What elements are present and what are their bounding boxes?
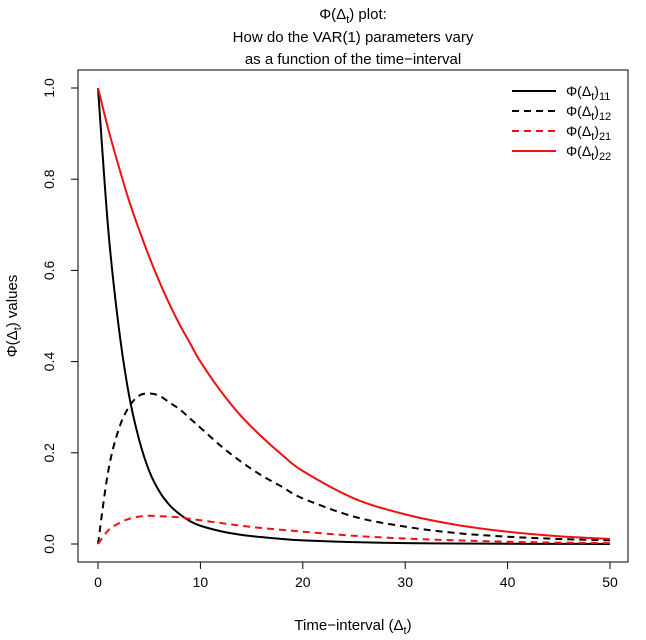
- x-tick-label: 50: [602, 574, 618, 590]
- legend: Φ(Δt)11Φ(Δt)12Φ(Δt)21Φ(Δt)22: [512, 83, 611, 163]
- y-axis: 0.0 0.2 0.4 0.6 0.8 1.0: [41, 78, 78, 554]
- axis-labels: Time−interval (Δt) Φ(Δt) values: [4, 275, 412, 637]
- y-axis-label: Φ(Δt) values: [4, 275, 24, 358]
- plot-frame: [77, 69, 629, 563]
- series-line-1: [97, 87, 611, 545]
- x-tick-label: 10: [193, 574, 209, 590]
- legend-label-3: Φ(Δt)21: [566, 123, 611, 143]
- y-tick-label: 0.6: [41, 260, 57, 280]
- x-tick-label: 40: [500, 574, 516, 590]
- x-tick-label: 30: [397, 574, 413, 590]
- y-tick-label: 0.0: [41, 534, 57, 554]
- series-line-4: [97, 87, 611, 540]
- x-tick-label: 0: [94, 574, 102, 590]
- y-tick-label: 0.8: [41, 169, 57, 189]
- legend-label-4: Φ(Δt)22: [566, 143, 611, 163]
- x-axis-label: Time−interval (Δt): [294, 617, 411, 637]
- y-tick-label: 0.4: [41, 352, 57, 372]
- y-tick-label: 1.0: [41, 78, 57, 98]
- chart-title-line-1: Φ(Δt) plot:: [319, 6, 387, 26]
- series-line-2: [97, 392, 611, 545]
- y-tick-label: 0.2: [41, 443, 57, 463]
- legend-label-1: Φ(Δt)11: [566, 83, 610, 103]
- x-axis: 0 10 20 30 40 50: [94, 562, 618, 590]
- series-group: [97, 87, 611, 545]
- chart-title-line-2: How do the VAR(1) parameters vary: [233, 29, 474, 46]
- chart-title: Φ(Δt) plot: How do the VAR(1) parameters …: [233, 6, 474, 68]
- chart-title-line-3: as a function of the time−interval: [245, 51, 461, 68]
- x-tick-label: 20: [295, 574, 311, 590]
- series-line-3: [97, 514, 611, 545]
- legend-label-2: Φ(Δt)12: [566, 103, 611, 123]
